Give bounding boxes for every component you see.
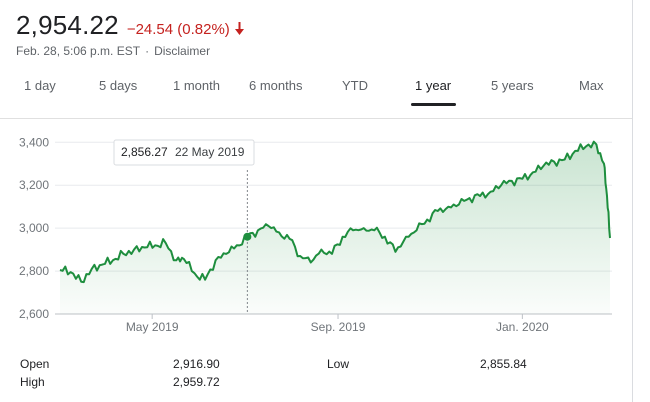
- tab-6-months[interactable]: 6 months: [249, 78, 303, 93]
- y-tick-label: 3,200: [19, 178, 49, 192]
- tooltip-date: 22 May 2019: [175, 145, 245, 159]
- active-tab-indicator: [411, 103, 456, 106]
- range-tabs: 1 day 5 days 1 month 6 months YTD 1 year…: [0, 66, 632, 110]
- y-tick-label: 3,400: [19, 135, 49, 149]
- x-tick-label: Jan. 2020: [496, 320, 549, 334]
- quote-stats: Open 2,916.90 High 2,959.72 Low 2,855.84: [0, 352, 632, 402]
- y-tick-label: 2,800: [19, 264, 49, 278]
- low-label: Low: [327, 357, 350, 371]
- high-label: High: [20, 375, 45, 389]
- tab-max[interactable]: Max: [579, 78, 604, 93]
- price-chart[interactable]: 2,600 2,800 3,000 3,200 3,400 May 2019 Sep. 2…: [0, 118, 632, 348]
- y-tick-label: 2,600: [19, 307, 49, 321]
- high-value: 2,959.72: [173, 375, 220, 389]
- price-area-fill: [60, 141, 610, 314]
- price-line: [59, 140, 611, 284]
- current-price: 2,954.22: [16, 10, 119, 40]
- low-value: 2,855.84: [480, 357, 527, 371]
- tab-5-years[interactable]: 5 years: [491, 78, 534, 93]
- hover-point: [243, 232, 252, 241]
- open-label: Open: [20, 357, 50, 371]
- y-tick-label: 3,000: [19, 221, 49, 235]
- tooltip-value: 2,856.27: [121, 145, 168, 159]
- tabs-divider: [0, 118, 632, 119]
- x-axis-ticks: May 2019 Sep. 2019 Jan. 2020: [126, 314, 549, 334]
- tooltip-box: [113, 139, 255, 166]
- tab-1-day[interactable]: 1 day: [24, 78, 56, 93]
- disclaimer-link[interactable]: Disclaimer: [154, 44, 211, 58]
- tab-1-month[interactable]: 1 month: [173, 78, 220, 93]
- meta-separator: ·: [145, 44, 150, 58]
- open-value: 2,916.90: [173, 357, 220, 371]
- hover-tooltip: 2,856.27 22 May 2019: [113, 139, 255, 166]
- tab-ytd[interactable]: YTD: [342, 78, 368, 93]
- y-axis-labels: 2,600 2,800 3,000 3,200 3,400: [19, 135, 49, 321]
- tab-5-days[interactable]: 5 days: [99, 78, 138, 93]
- panel-border: [632, 0, 633, 402]
- x-tick-label: May 2019: [126, 320, 179, 334]
- tab-1-year[interactable]: 1 year: [415, 78, 452, 93]
- x-tick-label: Sep. 2019: [311, 320, 366, 334]
- down-arrow-icon: [234, 22, 244, 35]
- quote-timestamp: Feb. 28, 5:06 p.m. EST: [16, 44, 141, 58]
- price-change: −24.54 (0.82%): [126, 21, 230, 38]
- quote-header: 2,954.22 −24.54 (0.82%): [16, 10, 244, 44]
- quote-meta: Feb. 28, 5:06 p.m. EST · Disclaimer: [16, 44, 210, 58]
